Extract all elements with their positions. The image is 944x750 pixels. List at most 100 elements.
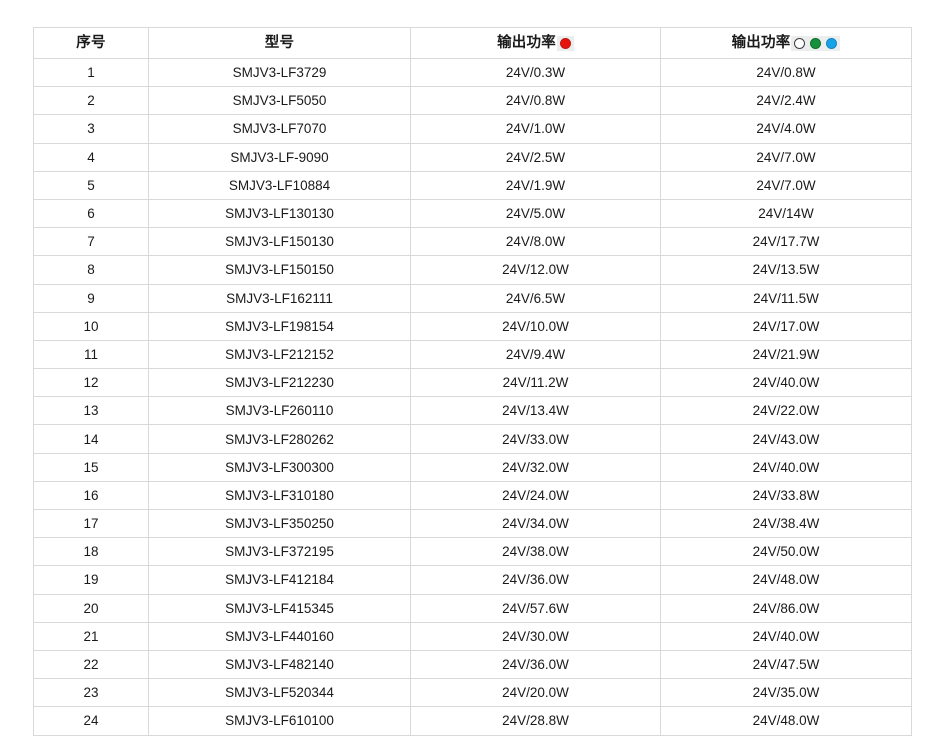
cell-power_red: 24V/6.5W [410,283,661,313]
table-row[interactable]: 4 SMJV3-LF-9090 24V/2.5W 24V/7.0W [33,142,912,172]
cell-model: SMJV3-LF130130 [148,198,411,229]
cell-model: SMJV3-LF610100 [148,706,411,736]
table-body: 1 SMJV3-LF3729 24V/0.3W 24V/0.8W 2 SMJV3-LF50… [33,57,912,736]
column-header-label: 输出功率 [497,35,556,51]
column-header-inner: 型号 [265,36,294,51]
cell-power_wgb: 24V/50.0W [660,537,912,567]
table-row[interactable]: 24 SMJV3-LF610100 24V/28.8W 24V/48.0W [33,706,912,736]
cell-index: 23 [33,678,149,708]
color-indicator-group [791,35,841,51]
column-header-power_wgb[interactable]: 输出功率 [660,27,912,59]
cell-power_wgb: 24V/35.0W [660,678,912,708]
cell-power_wgb: 24V/86.0W [660,593,912,623]
red-led-dot-icon [559,37,571,49]
cell-power_red: 24V/12.0W [410,255,661,285]
cell-power_wgb: 24V/17.0W [660,311,912,341]
cell-model: SMJV3-LF3729 [148,57,411,88]
table-row[interactable]: 16 SMJV3-LF310180 24V/24.0W 24V/33.8W [33,480,912,511]
cell-index: 9 [33,283,149,313]
cell-power_wgb: 24V/2.4W [660,86,912,116]
cell-index: 22 [33,649,149,680]
table-row[interactable]: 17 SMJV3-LF350250 24V/34.0W 24V/38.4W [33,508,912,539]
cell-index: 14 [33,424,149,454]
cell-model: SMJV3-LF150130 [148,227,411,257]
table-row[interactable]: 20 SMJV3-LF415345 24V/57.6W 24V/86.0W [33,593,912,623]
color-indicator-group [556,35,574,51]
cell-index: 16 [33,480,149,511]
cell-index: 13 [33,396,149,426]
cell-power_wgb: 24V/7.0W [660,142,912,172]
cell-model: SMJV3-LF520344 [148,678,411,708]
column-header-inner: 输出功率 [497,35,574,51]
table-row[interactable]: 9 SMJV3-LF162111 24V/6.5W 24V/11.5W [33,283,912,313]
table-row[interactable]: 1 SMJV3-LF3729 24V/0.3W 24V/0.8W [33,57,912,88]
table-row[interactable]: 19 SMJV3-LF412184 24V/36.0W 24V/48.0W [33,565,912,595]
cell-index: 7 [33,227,149,257]
product-power-spec-table: 序号 型号 输出功率 输出功率 1 SMJV3-LF3729 24V/0.3W 24V/0.… [33,27,912,736]
table-row[interactable]: 8 SMJV3-LF150150 24V/12.0W 24V/13.5W [33,255,912,285]
cell-model: SMJV3-LF7070 [148,114,411,144]
cell-model: SMJV3-LF198154 [148,311,411,341]
table-row[interactable]: 10 SMJV3-LF198154 24V/10.0W 24V/17.0W [33,311,912,341]
table-row[interactable]: 18 SMJV3-LF372195 24V/38.0W 24V/50.0W [33,537,912,567]
table-row[interactable]: 21 SMJV3-LF440160 24V/30.0W 24V/40.0W [33,621,912,651]
cell-power_wgb: 24V/17.7W [660,227,912,257]
column-header-index[interactable]: 序号 [33,27,149,59]
column-header-label: 型号 [264,35,295,51]
cell-power_red: 24V/28.8W [410,706,661,736]
cell-power_wgb: 24V/7.0W [660,170,912,200]
cell-power_wgb: 24V/11.5W [660,283,912,313]
cell-power_wgb: 24V/21.9W [660,339,912,370]
table-row[interactable]: 6 SMJV3-LF130130 24V/5.0W 24V/14W [33,198,912,229]
table-row[interactable]: 15 SMJV3-LF300300 24V/32.0W 24V/40.0W [33,452,912,482]
cell-power_red: 24V/1.9W [410,170,661,200]
cell-index: 19 [33,565,149,595]
cell-index: 10 [33,311,149,341]
table-row[interactable]: 22 SMJV3-LF482140 24V/36.0W 24V/47.5W [33,649,912,680]
cell-model: SMJV3-LF440160 [148,621,411,651]
cell-index: 8 [33,255,149,285]
cell-model: SMJV3-LF212230 [148,368,411,398]
cell-model: SMJV3-LF212152 [148,339,411,370]
cell-model: SMJV3-LF300300 [148,452,411,482]
table-row[interactable]: 14 SMJV3-LF280262 24V/33.0W 24V/43.0W [33,424,912,454]
cell-model: SMJV3-LF260110 [148,396,411,426]
cell-power_red: 24V/38.0W [410,537,661,567]
cell-power_red: 24V/30.0W [410,621,661,651]
cell-power_wgb: 24V/40.0W [660,368,912,398]
column-header-label: 输出功率 [731,35,791,51]
cell-model: SMJV3-LF415345 [148,593,411,623]
cell-power_red: 24V/9.4W [410,339,661,370]
cell-index: 24 [33,706,149,736]
cell-model: SMJV3-LF150150 [148,255,411,285]
table-row[interactable]: 5 SMJV3-LF10884 24V/1.9W 24V/7.0W [33,170,912,200]
cell-power_red: 24V/33.0W [410,424,661,454]
cell-index: 11 [33,339,149,370]
cell-index: 3 [33,114,149,144]
table-row[interactable]: 11 SMJV3-LF212152 24V/9.4W 24V/21.9W [33,339,912,370]
cell-index: 5 [33,170,149,200]
white-led-dot-icon [794,37,806,49]
column-header-model[interactable]: 型号 [148,27,411,59]
table-row[interactable]: 2 SMJV3-LF5050 24V/0.8W 24V/2.4W [33,86,912,116]
cell-power_wgb: 24V/48.0W [660,565,912,595]
table-row[interactable]: 3 SMJV3-LF7070 24V/1.0W 24V/4.0W [33,114,912,144]
cell-model: SMJV3-LF372195 [148,537,411,567]
table-row[interactable]: 13 SMJV3-LF260110 24V/13.4W 24V/22.0W [33,396,912,426]
cell-model: SMJV3-LF10884 [148,170,411,200]
table-row[interactable]: 23 SMJV3-LF520344 24V/20.0W 24V/35.0W [33,678,912,708]
cell-power_red: 24V/2.5W [410,142,661,172]
table-row[interactable]: 7 SMJV3-LF150130 24V/8.0W 24V/17.7W [33,227,912,257]
column-header-power_red[interactable]: 输出功率 [410,27,661,59]
cell-index: 17 [33,508,149,539]
cell-model: SMJV3-LF-9090 [148,142,411,172]
cell-power_red: 24V/0.8W [410,86,661,116]
column-header-inner: 输出功率 [731,35,841,51]
cell-index: 2 [33,86,149,116]
green-led-dot-icon [810,37,822,49]
cell-index: 20 [33,593,149,623]
table-row[interactable]: 12 SMJV3-LF212230 24V/11.2W 24V/40.0W [33,368,912,398]
cell-power_red: 24V/24.0W [410,480,661,511]
cell-index: 4 [33,142,149,172]
column-header-label: 序号 [76,35,106,51]
